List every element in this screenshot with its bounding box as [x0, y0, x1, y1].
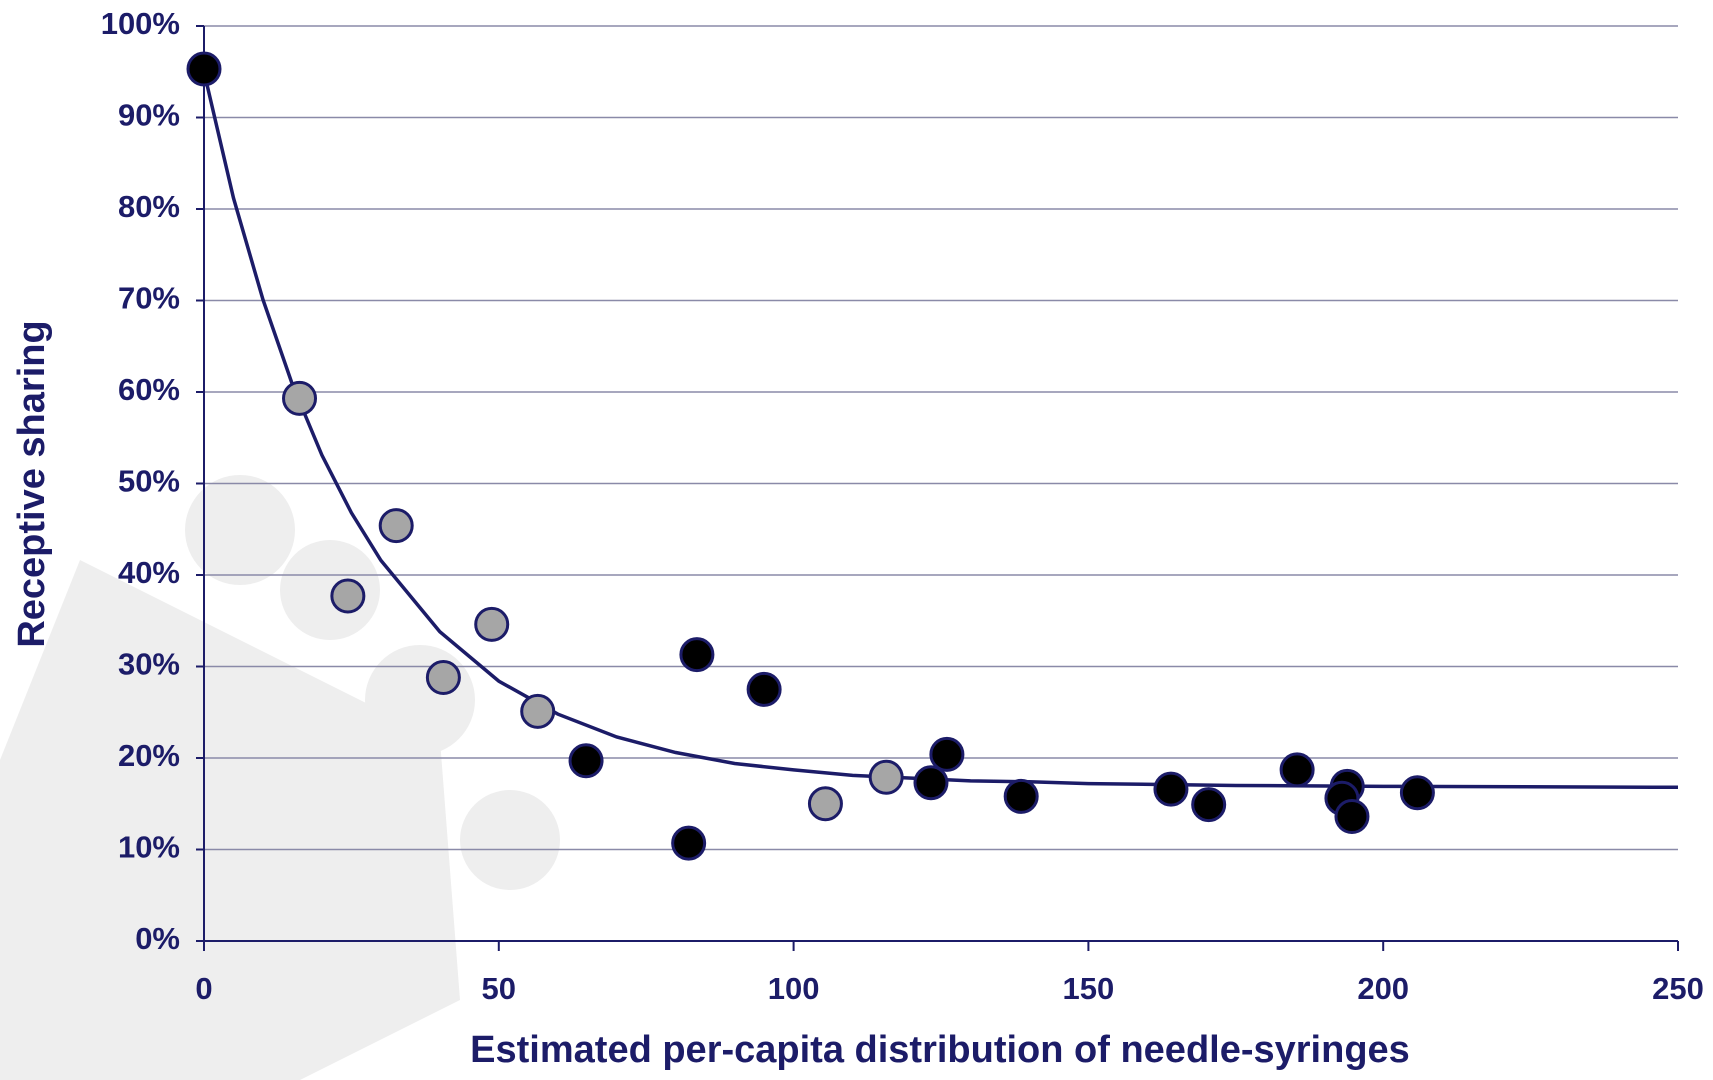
y-tick-label: 60% — [118, 372, 180, 407]
x-tick-label: 0 — [195, 971, 212, 1006]
data-point — [568, 743, 604, 779]
y-tick-label: 40% — [118, 555, 180, 590]
data-point — [1279, 752, 1315, 788]
data-point — [807, 786, 843, 822]
x-tick-label: 150 — [1063, 971, 1115, 1006]
data-point — [425, 659, 461, 695]
data-point — [913, 765, 949, 801]
y-tick-label: 30% — [118, 647, 180, 682]
data-point — [868, 759, 904, 795]
data-point — [474, 606, 510, 642]
x-tick-label: 100 — [768, 971, 820, 1006]
y-axis-title: Receptive sharing — [11, 320, 53, 647]
watermark — [0, 475, 560, 1080]
y-tick-label: 100% — [101, 6, 180, 41]
x-tick-label: 50 — [482, 971, 516, 1006]
y-tick-label: 20% — [118, 738, 180, 773]
data-point — [679, 637, 715, 673]
x-tick-label: 250 — [1652, 971, 1704, 1006]
x-axis-title: Estimated per-capita distribution of nee… — [470, 1029, 1410, 1071]
data-point — [1153, 771, 1189, 807]
data-point — [746, 671, 782, 707]
fit-curve — [202, 71, 1679, 790]
data-point — [330, 578, 366, 614]
y-tick-label: 80% — [118, 189, 180, 224]
data-point — [1003, 778, 1039, 814]
data-point — [929, 736, 965, 772]
data-point — [520, 693, 556, 729]
data-point — [1191, 787, 1227, 823]
y-tick-label: 70% — [118, 281, 180, 316]
data-point — [282, 380, 318, 416]
x-tick-label: 200 — [1357, 971, 1409, 1006]
y-tick-label: 50% — [118, 464, 180, 499]
data-point — [1334, 799, 1370, 835]
data-point — [671, 825, 707, 861]
data-point — [186, 51, 222, 87]
y-tick-label: 10% — [118, 830, 180, 865]
data-point — [378, 508, 414, 544]
y-tick-label: 90% — [118, 98, 180, 133]
y-tick-label: 0% — [135, 921, 180, 956]
data-point — [1399, 775, 1435, 811]
